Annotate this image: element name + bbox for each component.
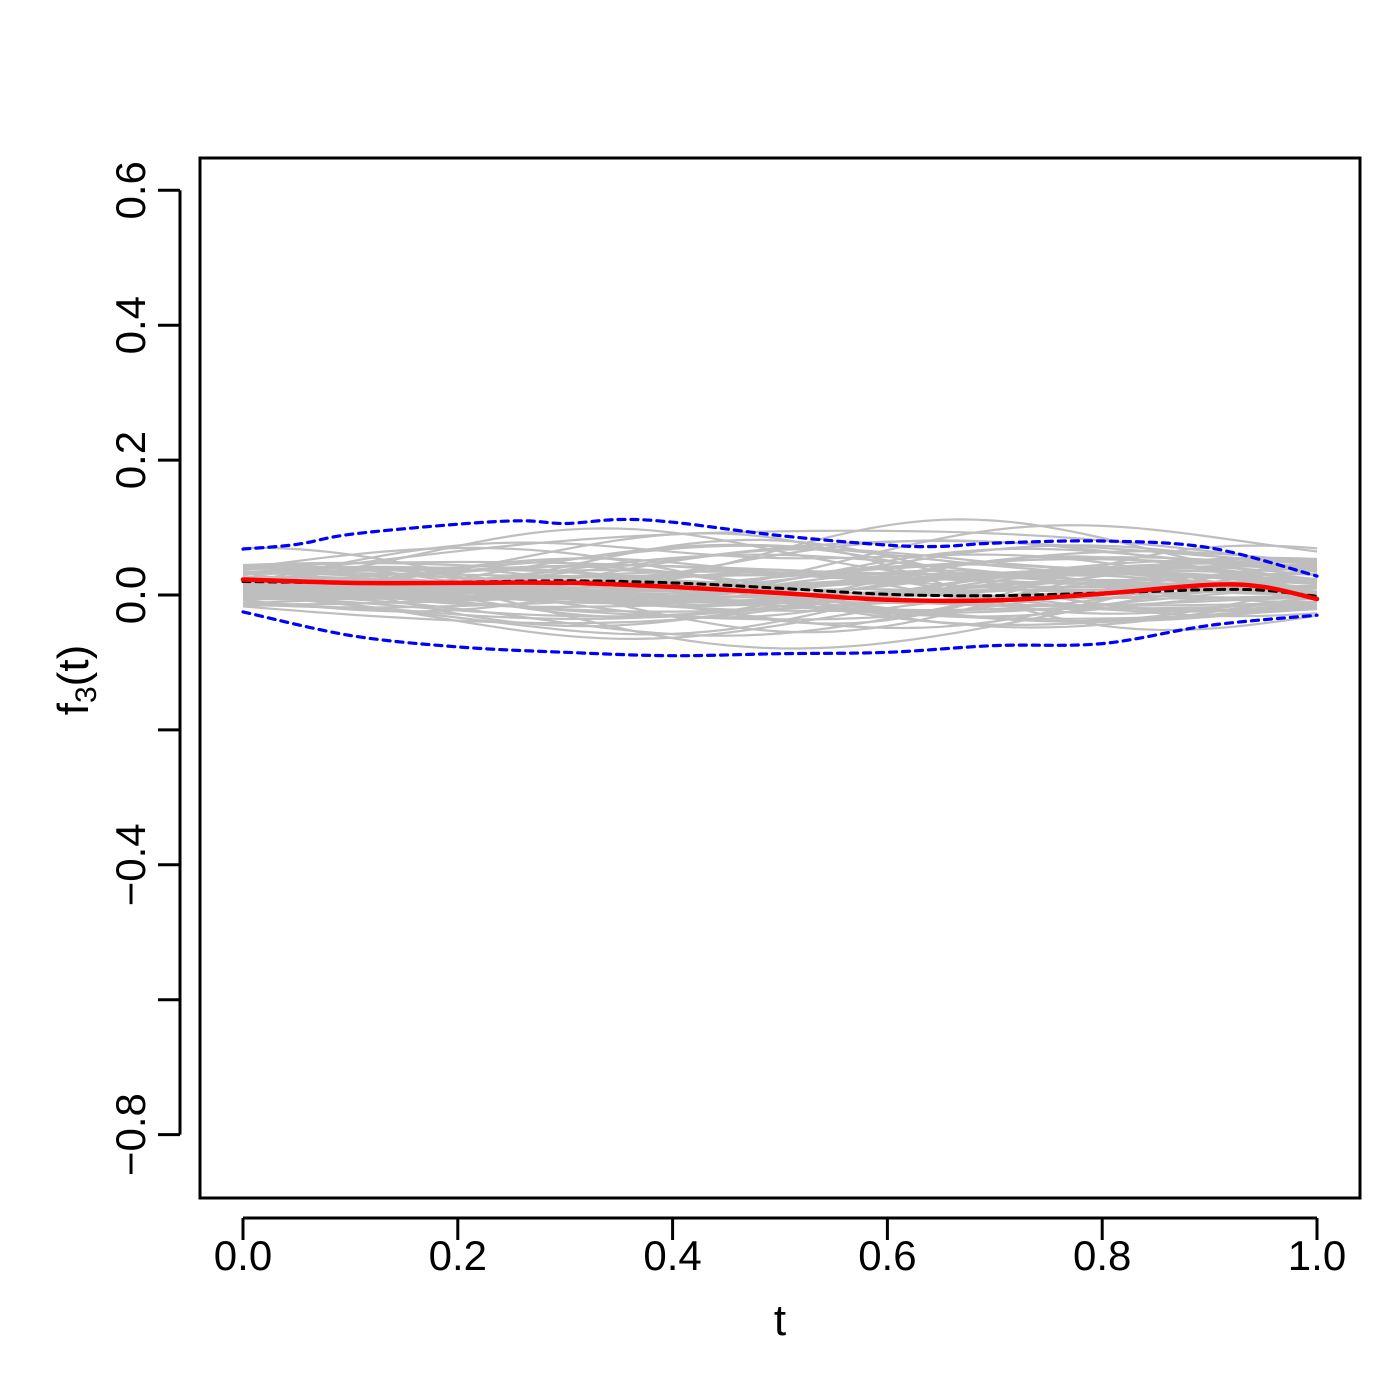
x-tick-label: 0.6 xyxy=(858,1232,916,1279)
sample-curve xyxy=(242,590,1318,607)
sample-curve xyxy=(242,578,1318,620)
x-axis-title: t xyxy=(774,1296,786,1345)
y-axis-title-suffix: (t) xyxy=(49,645,98,687)
x-tick-label: 0.2 xyxy=(429,1232,487,1279)
sample-curve xyxy=(242,527,1318,585)
x-tick-label: 0.8 xyxy=(1073,1232,1131,1279)
sample-curve xyxy=(242,524,1318,599)
plot-frame xyxy=(198,156,1362,1200)
sample-curve xyxy=(242,558,1318,625)
y-axis-title: f3(t) xyxy=(49,645,103,715)
sample-curve xyxy=(242,569,1318,601)
y-tick-label: 0.6 xyxy=(107,161,154,219)
sample-curve xyxy=(242,574,1318,619)
sample-curve xyxy=(243,544,1318,625)
x-tick-label: 0.0 xyxy=(214,1232,272,1279)
y-axis-title-base: f xyxy=(49,702,98,715)
sample-curve xyxy=(242,529,1318,577)
band-upper-line xyxy=(241,517,1319,578)
x-tick-label: 0.4 xyxy=(643,1232,701,1279)
band-lower-line xyxy=(241,610,1319,658)
sample-curve xyxy=(242,539,1318,599)
sample-curve xyxy=(242,557,1318,595)
y-tick-label: −0.8 xyxy=(107,1093,154,1176)
x-tick-label: 1.0 xyxy=(1288,1232,1346,1279)
y-axis: 0.6 0.4 0.2 0.0 −0.4 −0.8 xyxy=(107,161,182,1176)
y-tick-label: 0.0 xyxy=(107,566,154,624)
series-lines xyxy=(240,517,1320,658)
x-axis: 0.0 0.2 0.4 0.6 0.8 1.0 xyxy=(214,1216,1346,1279)
sample-curve xyxy=(242,541,1318,600)
y-tick-label: −0.4 xyxy=(107,823,154,906)
y-axis-title-subscript: 3 xyxy=(70,686,103,703)
y-tick-label: 0.4 xyxy=(107,296,154,354)
estimate-line xyxy=(240,577,1320,604)
y-tick-label: 0.2 xyxy=(107,431,154,489)
